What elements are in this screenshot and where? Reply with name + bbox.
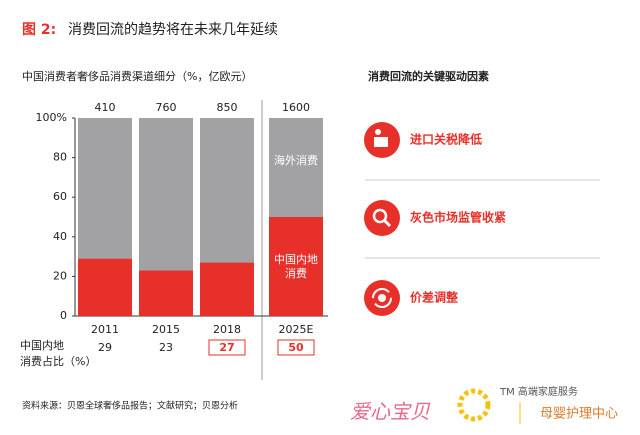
- y-tick-label: 40: [53, 230, 67, 243]
- icon-shape: [382, 218, 392, 228]
- y-tick-label: 0: [60, 309, 67, 322]
- series-label: 中国内地消费: [274, 252, 318, 280]
- row-label: 中国内地: [20, 338, 64, 352]
- title-prefix: 图 2:: [22, 22, 56, 38]
- bar-segment: [78, 118, 132, 259]
- watermark-center: 母婴护理中心: [540, 407, 618, 422]
- share-label: 27: [219, 341, 234, 354]
- bar-segment: [269, 118, 323, 217]
- highlight-box: [208, 339, 246, 356]
- icon-shape: [374, 137, 388, 147]
- share-label: 23: [159, 341, 173, 354]
- y-tick-label: 80: [53, 151, 67, 164]
- series-label: 海外消费: [274, 153, 318, 167]
- x-tick-label: 2011: [91, 323, 119, 336]
- icon-shape: [378, 294, 386, 302]
- watermark-tagline: TM 高端家庭服务: [499, 385, 578, 398]
- source: 资料来源：贝恩全球奢侈品报告；文献研究；贝恩分析: [22, 400, 238, 412]
- watermark-logo: [457, 388, 491, 422]
- y-tick-label: 20: [53, 269, 67, 282]
- driver-label: 灰色市场监管收紧: [410, 210, 506, 225]
- driver-label: 价差调整: [410, 290, 458, 305]
- watermark-brand: 爱心宝贝: [350, 400, 431, 424]
- total-label: 760: [156, 101, 177, 114]
- highlight-box: [277, 339, 315, 356]
- icon-shape: [372, 208, 388, 224]
- icon-shape: [375, 129, 381, 135]
- row-label: 消费占比（%）: [20, 354, 96, 368]
- x-tick-label: 2025E: [279, 323, 314, 336]
- bar-segment: [269, 217, 323, 316]
- bar-segment: [78, 258, 132, 316]
- x-tick-label: 2018: [213, 323, 241, 336]
- driver-icon: [364, 200, 400, 236]
- bar-segment: [200, 262, 254, 316]
- driver-label: 进口关税降低: [410, 132, 482, 147]
- y-tick-label: 60: [53, 190, 67, 203]
- share-label: 29: [98, 341, 112, 354]
- x-tick-label: 2015: [152, 323, 180, 336]
- total-label: 1600: [282, 101, 310, 114]
- bar-segment: [139, 270, 193, 316]
- bar-segment: [200, 118, 254, 263]
- bar-segment: [139, 118, 193, 271]
- y-tick-label: 100%: [36, 111, 67, 124]
- total-label: 410: [95, 101, 116, 114]
- chart-title: 消费回流的趋势将在未来几年延续: [68, 21, 278, 38]
- drivers-title: 消费回流的关键驱动因素: [368, 69, 489, 83]
- subtitle: 中国消费者奢侈品消费渠道细分（%，亿欧元）: [22, 69, 252, 83]
- total-label: 850: [217, 101, 238, 114]
- share-label: 50: [288, 341, 304, 354]
- icon-shape: [372, 288, 392, 308]
